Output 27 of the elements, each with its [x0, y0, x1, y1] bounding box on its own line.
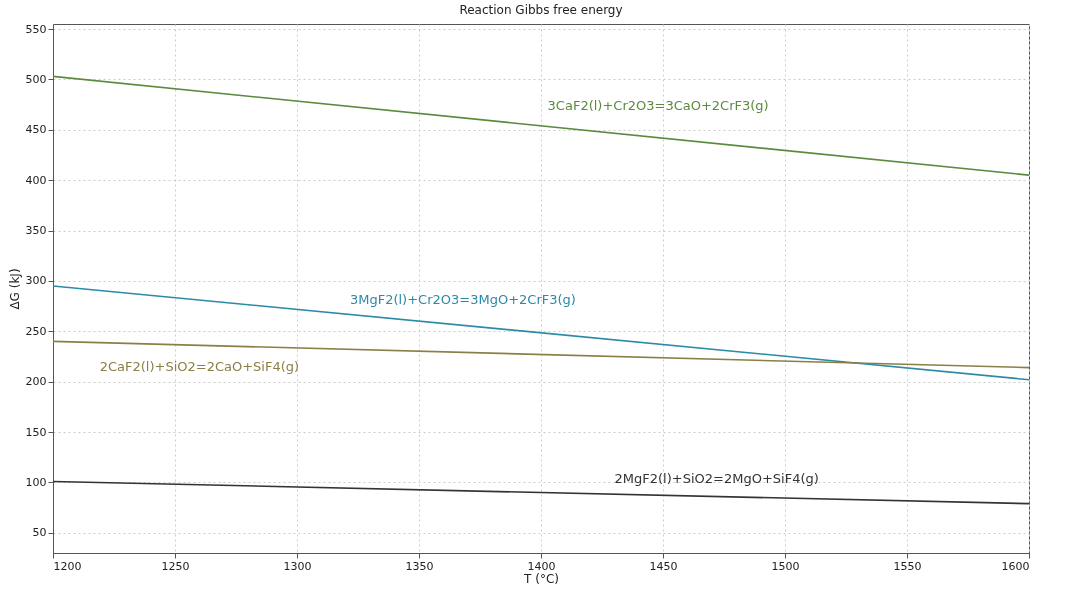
series-label: 2CaF2(l)+SiO2=2CaO+SiF4(g) [99, 359, 300, 375]
x-tick-label: 1450 [649, 559, 678, 573]
y-tick-label: 300 [25, 274, 47, 288]
series-label: 3CaF2(l)+Cr2O3=3CaO+2CrF3(g) [547, 97, 769, 113]
x-axis-title: T (°C) [523, 571, 559, 586]
x-tick-label: 1400 [527, 559, 556, 573]
x-tick-label: 1250 [161, 559, 190, 573]
x-tick-label: 1350 [405, 559, 434, 573]
y-tick-label: 400 [25, 173, 47, 187]
series-label: 2MgF2(l)+SiO2=2MgO+SiF4(g) [614, 470, 819, 486]
y-tick-label: 450 [25, 123, 47, 137]
x-tick-label: 1200 [53, 559, 82, 573]
y-tick-label: 350 [25, 224, 47, 238]
x-tick-label: 1500 [771, 559, 800, 573]
chart-title: Reaction Gibbs free energy [459, 3, 623, 18]
y-tick-label: 250 [25, 324, 47, 338]
y-tick-label: 150 [25, 425, 47, 439]
y-tick-label: 200 [25, 375, 47, 389]
x-tick-label: 1550 [893, 559, 922, 573]
series-label: 3MgF2(l)+Cr2O3=3MgO+2CrF3(g) [349, 292, 576, 308]
x-tick-label: 1300 [283, 559, 312, 573]
y-tick-label: 100 [25, 475, 47, 489]
y-axis-title: ΔG (kJ) [7, 268, 22, 310]
y-tick-label: 500 [25, 72, 47, 86]
y-tick-label: 50 [32, 526, 47, 540]
y-tick-label: 550 [25, 22, 47, 36]
x-tick-label: 1600 [1001, 559, 1030, 573]
